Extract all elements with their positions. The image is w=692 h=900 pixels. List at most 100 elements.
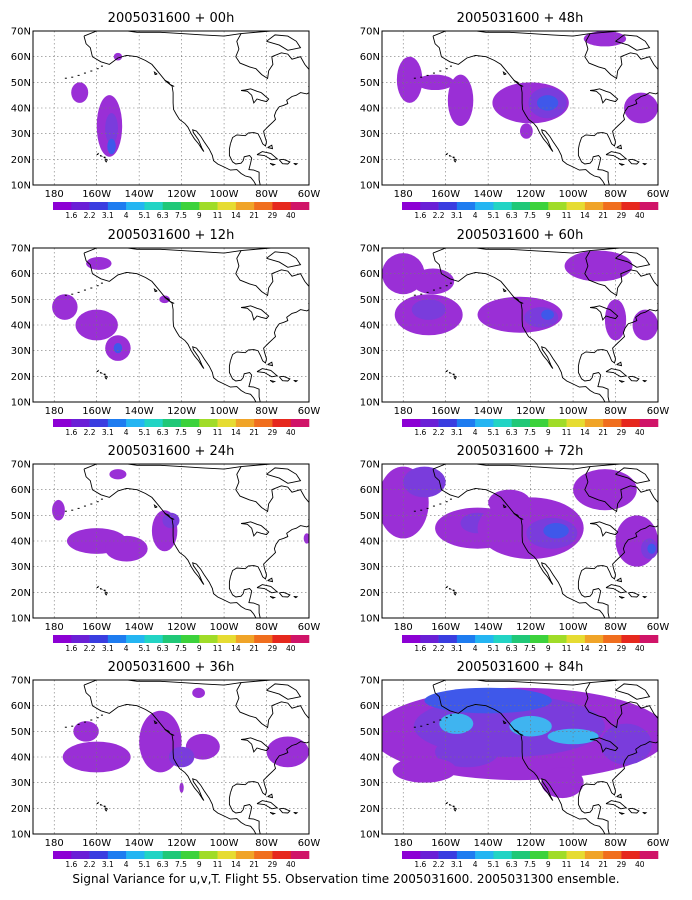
coastline	[513, 512, 524, 520]
coastline	[278, 591, 291, 598]
colorbar-segment	[530, 419, 549, 427]
map-panel-2: 2005031600 + 12h 10N 20N 30N 40N 50N 60N 70N 180…	[11, 228, 321, 437]
colorbar-label: 14	[580, 428, 590, 437]
colorbar-segment	[144, 419, 164, 427]
colorbar-label: 1.6	[414, 428, 426, 437]
colorbar: 1.6 2.2 3.1 4 5.1 6.3 7.5 9 11 14 21 29 40	[402, 635, 659, 653]
colorbar-segment	[511, 851, 531, 859]
variance-contour	[179, 782, 184, 793]
figure-caption: Signal Variance for u,v,T. Flight 55. Ob…	[72, 872, 620, 886]
coastline	[278, 807, 291, 814]
coastline	[307, 302, 309, 304]
variance-contour	[647, 543, 656, 554]
island	[100, 282, 103, 284]
lon-tick-label: 80W	[255, 189, 278, 200]
map-panel-1: 2005031600 + 48h 10N 20N 30N 40N 50N 60N 70N 180…	[360, 11, 670, 220]
colorbar-label: 11	[562, 211, 572, 220]
colorbar-label: 4	[124, 644, 129, 653]
coastline	[445, 585, 449, 588]
map-frame	[381, 679, 659, 835]
variance-contour	[624, 92, 658, 124]
variance-contour	[524, 307, 559, 328]
colorbar-segment	[107, 419, 127, 427]
variance-contour	[392, 757, 457, 783]
colorbar-segment	[144, 635, 164, 643]
lon-tick-label: 140W	[125, 406, 154, 417]
coastline	[432, 35, 606, 185]
lat-tick-label: 20N	[360, 804, 380, 815]
coastline	[618, 811, 626, 815]
lon-tick-label: 140W	[474, 838, 503, 849]
lat-tick-label: 70N	[360, 244, 380, 255]
colorbar-label: 5.1	[138, 428, 150, 437]
colorbar-label: 29	[617, 211, 627, 220]
coastline	[615, 34, 651, 51]
lat-tick-label: 60N	[11, 701, 31, 712]
island	[100, 65, 103, 67]
coastline	[164, 728, 175, 736]
lat-tick-label: 20N	[11, 804, 31, 815]
lat-tick-label: 10N	[11, 181, 31, 192]
colorbar-segment	[621, 419, 641, 427]
lon-tick-label: 140W	[125, 189, 154, 200]
island	[432, 289, 435, 291]
lat-tick-label: 40N	[360, 321, 380, 332]
colorbar-label: 2.2	[84, 428, 96, 437]
colorbar-label: 6.3	[157, 428, 169, 437]
coastline	[432, 31, 620, 37]
lat-tick-label: 50N	[360, 295, 380, 306]
colorbar-segment	[639, 419, 659, 427]
variance-contour	[113, 342, 123, 354]
coastline	[267, 144, 274, 150]
coastline	[448, 154, 453, 157]
lon-tick-label: 80W	[604, 406, 627, 417]
colorbar-segment	[272, 202, 292, 210]
coastline	[453, 375, 457, 380]
island	[83, 505, 86, 507]
lon-tick-label: 160W	[431, 189, 460, 200]
colorbar-segment	[530, 635, 549, 643]
coastline	[278, 375, 291, 382]
panel-title: 2005031600 + 12h	[108, 228, 235, 243]
map-panel-0: 2005031600 + 00h 10N 20N 30N 40N 50N 60N 70N 180…	[11, 11, 321, 220]
colorbar-label: 1.6	[65, 428, 77, 437]
island	[83, 721, 86, 723]
coastline	[104, 591, 108, 596]
coastline	[241, 305, 270, 321]
variance-contour	[632, 309, 658, 341]
lon-tick-label: 120W	[167, 406, 196, 417]
coastline	[616, 144, 623, 150]
colorbar-segment	[272, 635, 292, 643]
colorbar-label: 9	[197, 644, 202, 653]
colorbar-label: 11	[562, 644, 572, 653]
colorbar-segment	[584, 851, 604, 859]
island	[100, 714, 103, 716]
island	[445, 717, 448, 719]
coastline	[267, 361, 274, 367]
coastline	[432, 684, 606, 834]
coastline	[452, 156, 456, 159]
island	[439, 287, 442, 289]
coastline	[578, 525, 658, 580]
colorbar-segment	[639, 635, 659, 643]
coastline	[656, 85, 658, 87]
map-frame	[32, 463, 310, 619]
colorbar: 1.6 2.2 3.1 4 5.1 6.3 7.5 9 11 14 21 29 40	[402, 419, 659, 437]
lat-tick-label: 50N	[360, 727, 380, 738]
colorbar-segment	[493, 635, 513, 643]
island	[426, 507, 429, 509]
colorbar: 1.6 2.2 3.1 4 5.1 6.3 7.5 9 11 14 21 29 40	[402, 202, 659, 220]
lat-tick-label: 60N	[11, 485, 31, 496]
colorbar-label: 5.1	[138, 644, 150, 653]
map-frame	[32, 30, 310, 186]
island	[96, 68, 99, 70]
lat-tick-label: 30N	[11, 129, 31, 140]
coastline	[228, 143, 261, 185]
colorbar-segment	[89, 851, 109, 859]
colorbar-label: 29	[617, 644, 627, 653]
coastline	[618, 379, 626, 383]
colorbar-label: 11	[562, 428, 572, 437]
coastline	[502, 287, 507, 293]
colorbar-segment	[144, 202, 164, 210]
colorbar-label: 6.3	[506, 860, 518, 869]
